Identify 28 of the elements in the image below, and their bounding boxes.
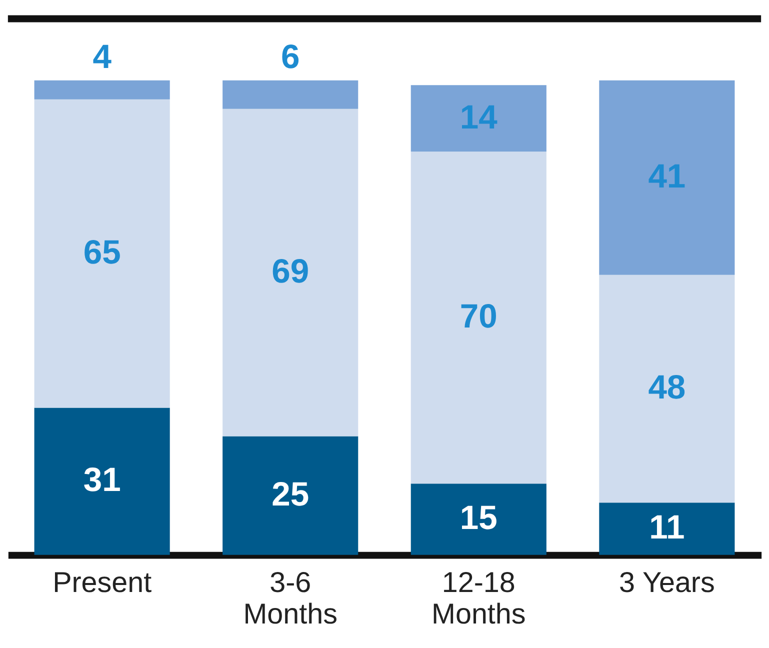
data-label: 31 — [83, 462, 121, 500]
bar — [222, 80, 358, 109]
data-label: 41 — [648, 158, 686, 196]
data-label: 15 — [460, 500, 498, 538]
data-label: 6 — [280, 38, 300, 76]
data-label: 70 — [460, 298, 498, 336]
data-label: 69 — [272, 253, 310, 290]
data-label: 14 — [460, 99, 498, 136]
data-label: 48 — [648, 370, 686, 407]
data-label: 11 — [649, 510, 685, 547]
bar — [410, 484, 546, 555]
bar — [34, 408, 170, 555]
bar — [34, 99, 170, 408]
data-label: 25 — [272, 476, 310, 514]
bar — [222, 108, 358, 436]
x-tick-label: 3-6 Months — [243, 567, 338, 631]
x-tick-label: Present — [52, 567, 152, 600]
data-label: 65 — [83, 234, 121, 272]
bar — [410, 152, 546, 484]
bar — [599, 502, 735, 555]
bar — [599, 80, 735, 275]
bar — [34, 80, 170, 100]
bar — [410, 85, 546, 152]
x-tick-label: 12-18 Months — [432, 567, 526, 631]
bar — [599, 274, 735, 503]
x-tick-label: 3 Years — [619, 567, 715, 600]
data-label: 4 — [92, 38, 112, 76]
bar — [222, 436, 358, 555]
